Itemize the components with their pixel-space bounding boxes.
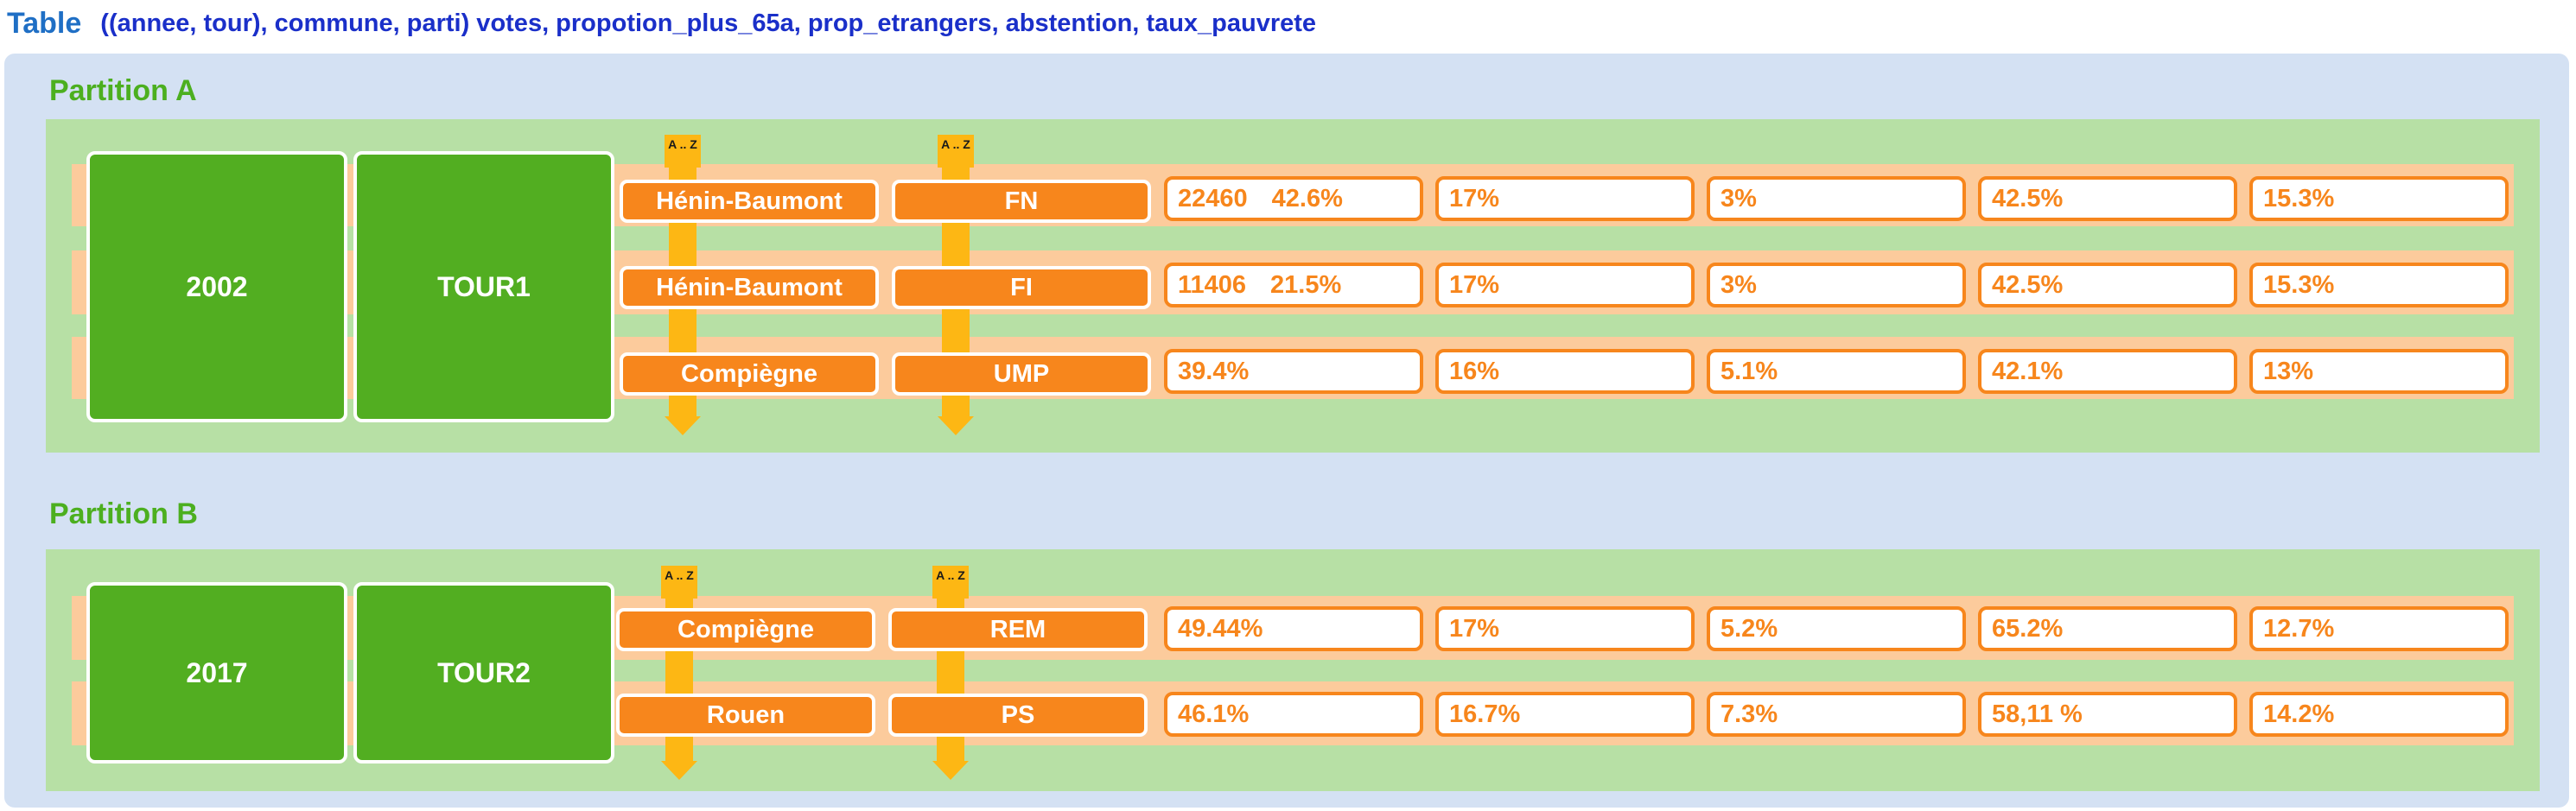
parti-cell: FN [892,180,1151,223]
prop-plus-65a-value: 42.6% [1271,184,1343,212]
prop-etrangers-cell: 16% [1435,349,1695,394]
annee-key-cell: 2002 [86,151,347,422]
value-cell: 42.5% [1978,263,2237,307]
annee-key-cell: 2017 [86,582,347,763]
prop-plus-65a-cell: 49.44% [1164,606,1423,651]
abstention-cell: 3% [1707,263,1966,307]
prop-etrangers-cell: 17% [1435,606,1695,651]
sort-az-badge: A .. Z [665,135,701,168]
sort-az-badge: A .. Z [932,566,969,599]
table-schema: ((annee, tour), commune, parti) votes, p… [100,9,1317,37]
prop-plus-65a-cell: 46.1% [1164,692,1423,737]
partition-b-label: Partition B [49,497,198,530]
parti-cell: REM [888,608,1148,651]
parti-cell: FI [892,266,1151,309]
votes-cell: 11406 21.5% [1164,263,1423,307]
taux-pauvrete-cell: 13% [2249,349,2509,394]
value-cell: 42.5% [1978,176,2237,221]
table-container: Partition A 2002 TOUR1 A .. Z A .. Z Hén… [4,54,2569,808]
commune-cell: Compiègne [620,352,879,396]
taux-pauvrete-cell: 14.2% [2249,692,2509,737]
sort-az-badge: A .. Z [938,135,974,168]
commune-cell: Compiègne [616,608,875,651]
abstention-cell: 5.1% [1707,349,1966,394]
prop-etrangers-cell: 17% [1435,176,1695,221]
prop-plus-65a-value: 39.4% [1178,357,1250,385]
prop-etrangers-cell: 17% [1435,263,1695,307]
commune-cell: Hénin-Baumont [620,266,879,309]
commune-cell: Hénin-Baumont [620,180,879,223]
tour-key-cell: TOUR2 [353,582,614,763]
partition-a-label: Partition A [49,74,197,107]
prop-plus-65a-value: 21.5% [1270,270,1342,299]
taux-pauvrete-cell: 15.3% [2249,263,2509,307]
votes-value: 22460 [1178,184,1248,212]
table-title: Table [7,6,82,40]
table-header: Table ((annee, tour), commune, parti) vo… [7,7,1316,40]
parti-sort-indicator[interactable]: A .. Z [932,566,969,782]
parti-cell: UMP [892,352,1151,396]
votes-cell: 39.4% [1164,349,1423,394]
value-cell: 42.1% [1978,349,2237,394]
value-cell: 58,11 % [1978,692,2237,737]
abstention-cell: 7.3% [1707,692,1966,737]
value-cell: 65.2% [1978,606,2237,651]
parti-cell: PS [888,694,1148,737]
votes-cell: 22460 42.6% [1164,176,1423,221]
commune-sort-indicator[interactable]: A .. Z [661,566,697,782]
commune-cell: Rouen [616,694,875,737]
abstention-cell: 3% [1707,176,1966,221]
prop-etrangers-cell: 16.7% [1435,692,1695,737]
taux-pauvrete-cell: 12.7% [2249,606,2509,651]
abstention-cell: 5.2% [1707,606,1966,651]
sort-az-badge: A .. Z [661,566,697,599]
tour-key-cell: TOUR1 [353,151,614,422]
taux-pauvrete-cell: 15.3% [2249,176,2509,221]
votes-value: 11406 [1178,270,1247,299]
